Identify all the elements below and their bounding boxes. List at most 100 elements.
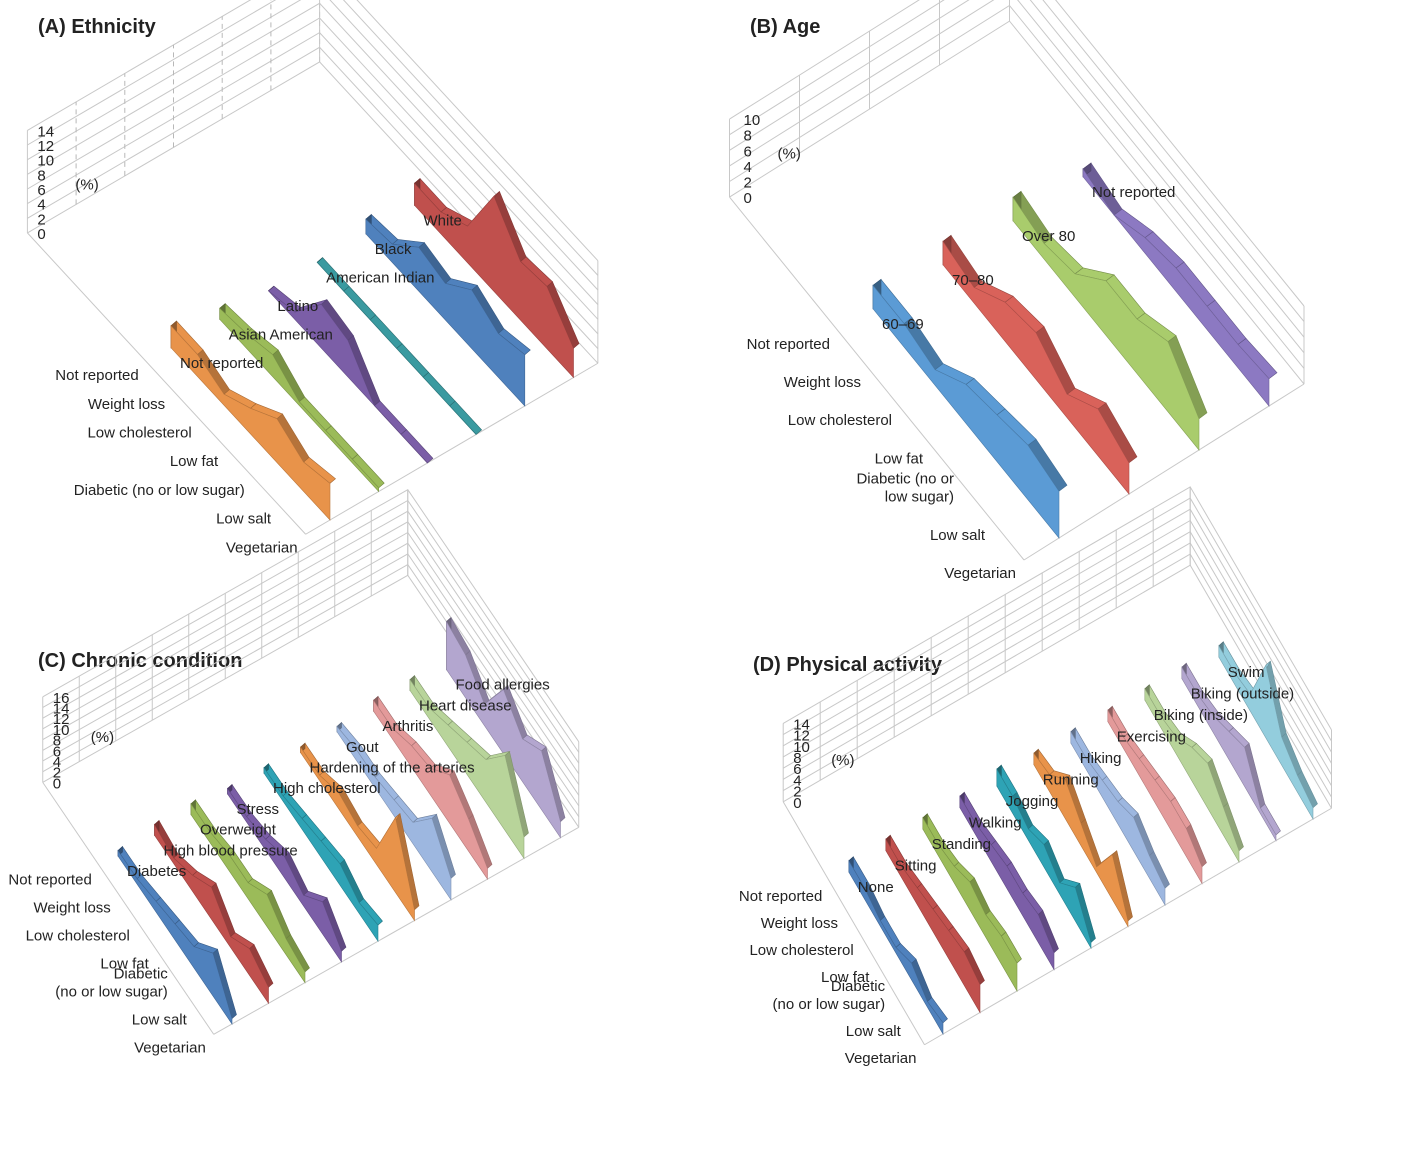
ribbon-top-segment — [343, 285, 377, 321]
series-black: Black — [365, 213, 531, 407]
ribbon-front-face — [848, 859, 944, 1036]
series-label: Hardening of the arteries — [310, 760, 475, 777]
gridline — [729, 196, 1025, 561]
ribbon-end-cap — [268, 285, 275, 292]
series-high-blood-pressure: High blood pressure — [154, 819, 298, 1005]
ribbon-front-face — [219, 307, 380, 493]
panel-ethnicity: (A) Ethnicity White Black American Indian L… — [0, 0, 713, 576]
ribbon-front-face — [1144, 687, 1240, 864]
axis-label: (%) — [831, 752, 854, 769]
gridline — [729, 0, 1305, 307]
ribbon-top-segment — [396, 343, 430, 378]
series-american-indian: American Indian — [316, 257, 483, 435]
chart-title: (D) Physical activity — [753, 654, 942, 676]
category-labels: Vegetarian Low salt Diabetic(no or low sug… — [739, 888, 917, 1067]
ribbon-front-face — [1012, 196, 1200, 451]
series-label: Stress — [237, 801, 280, 818]
category-label: Vegetarian — [226, 539, 298, 556]
ribbon-front-face — [170, 325, 331, 521]
chart-title: (B) Age — [750, 16, 821, 38]
category-label: Weight loss — [88, 396, 165, 413]
ribbon-front-face — [336, 725, 452, 901]
tick-label: 10 — [37, 153, 54, 170]
tick-label: 8 — [793, 750, 801, 767]
panel-chronic-condition: (C) Chronic condition Food allergies Hear… — [0, 489, 713, 1152]
ribbon-front-face — [227, 787, 342, 963]
series-label: Over 80 — [1022, 228, 1075, 245]
tick-label: 12 — [53, 711, 70, 728]
ribbon-front-face — [959, 795, 1055, 971]
ribbon-front-face — [1070, 730, 1166, 907]
category-label: Low cholesterol — [788, 412, 892, 429]
tick-label: 6 — [744, 143, 752, 160]
series-biking-inside: Biking (inside) — [1144, 684, 1248, 864]
series-label: Heart disease — [419, 697, 512, 714]
series-label: Arthritis — [383, 718, 434, 735]
gridline — [27, 0, 599, 262]
series-jogging: Jogging — [996, 764, 1096, 950]
tick-label: 2 — [37, 211, 45, 228]
category-label: Diabetic (no or — [856, 471, 954, 488]
tick-label: 10 — [793, 739, 810, 756]
series-label: Walking — [969, 815, 1022, 832]
tick-label: 0 — [744, 190, 752, 207]
category-label: Low fat — [100, 955, 149, 972]
series-walking: Walking — [959, 791, 1059, 971]
series-label: Hiking — [1080, 750, 1122, 767]
category-label: Low salt — [930, 527, 986, 544]
tick-label: 14 — [37, 123, 54, 140]
series-sitting: Sitting — [885, 834, 985, 1014]
ribbon-front-face — [409, 678, 525, 860]
ribbon-front-face — [263, 766, 379, 943]
series-label: High blood pressure — [164, 842, 298, 859]
chart-ethnicity: White Black American Indian Latino Asian Ame… — [26, 0, 599, 556]
series-label: American Indian — [326, 269, 434, 286]
tick-label: 2 — [744, 175, 752, 192]
category-label: Low salt — [216, 511, 272, 528]
ribbon-front-face — [872, 284, 1060, 539]
tick-label: 8 — [37, 167, 45, 184]
ribbon-top-segment — [369, 314, 403, 349]
tick-label: 6 — [37, 182, 45, 199]
category-label: Low fat — [821, 969, 870, 986]
series-asian-american: Asian American — [219, 302, 385, 493]
ribbon-front-face — [1033, 752, 1129, 928]
series-label: Not reported — [1092, 184, 1175, 201]
series-overweight: Overweight — [190, 799, 310, 984]
series-label: Latino — [277, 298, 318, 315]
tick-label: 14 — [793, 716, 810, 733]
series-exercising: Exercising — [1107, 705, 1207, 885]
ribbon-top-segment — [449, 400, 483, 435]
ribbon-front-face — [117, 849, 233, 1025]
series-food-allergies: Food allergies — [446, 616, 566, 839]
series-label: Sitting — [895, 858, 937, 875]
axis-label: (%) — [75, 177, 98, 194]
ribbon-top-segment — [351, 453, 385, 489]
tick-label: 4 — [37, 197, 45, 214]
ribbon-front-face — [885, 838, 981, 1014]
category-label: Weight loss — [34, 899, 111, 916]
series-label: Running — [1043, 772, 1099, 789]
series-70-80: 70–80 — [942, 234, 1138, 495]
series-latino: Latino — [267, 285, 434, 464]
series-label: Biking (inside) — [1154, 707, 1248, 724]
category-label: Vegetarian — [845, 1050, 917, 1067]
ribbon-front-face — [190, 802, 306, 984]
category-label: (no or low sugar) — [773, 996, 886, 1013]
series-diabetes: Diabetes — [117, 845, 237, 1025]
series-label: Exercising — [1117, 729, 1186, 746]
ribbon-front-face — [446, 620, 561, 839]
series-label: Standing — [932, 836, 991, 853]
category-label: Diabetic (no or low sugar) — [74, 482, 245, 499]
category-label: Low salt — [846, 1023, 902, 1040]
panel-physical-activity: (D) Physical activity Swim Biking (outsid… — [713, 486, 1426, 1152]
tick-label: 0 — [793, 795, 801, 812]
tick-label: 12 — [37, 138, 54, 155]
tick-label: 14 — [53, 700, 70, 717]
series-biking-outside: Biking (outside) — [1181, 662, 1294, 842]
tick-label: 10 — [53, 722, 70, 739]
ribbon-front-face — [268, 290, 428, 464]
